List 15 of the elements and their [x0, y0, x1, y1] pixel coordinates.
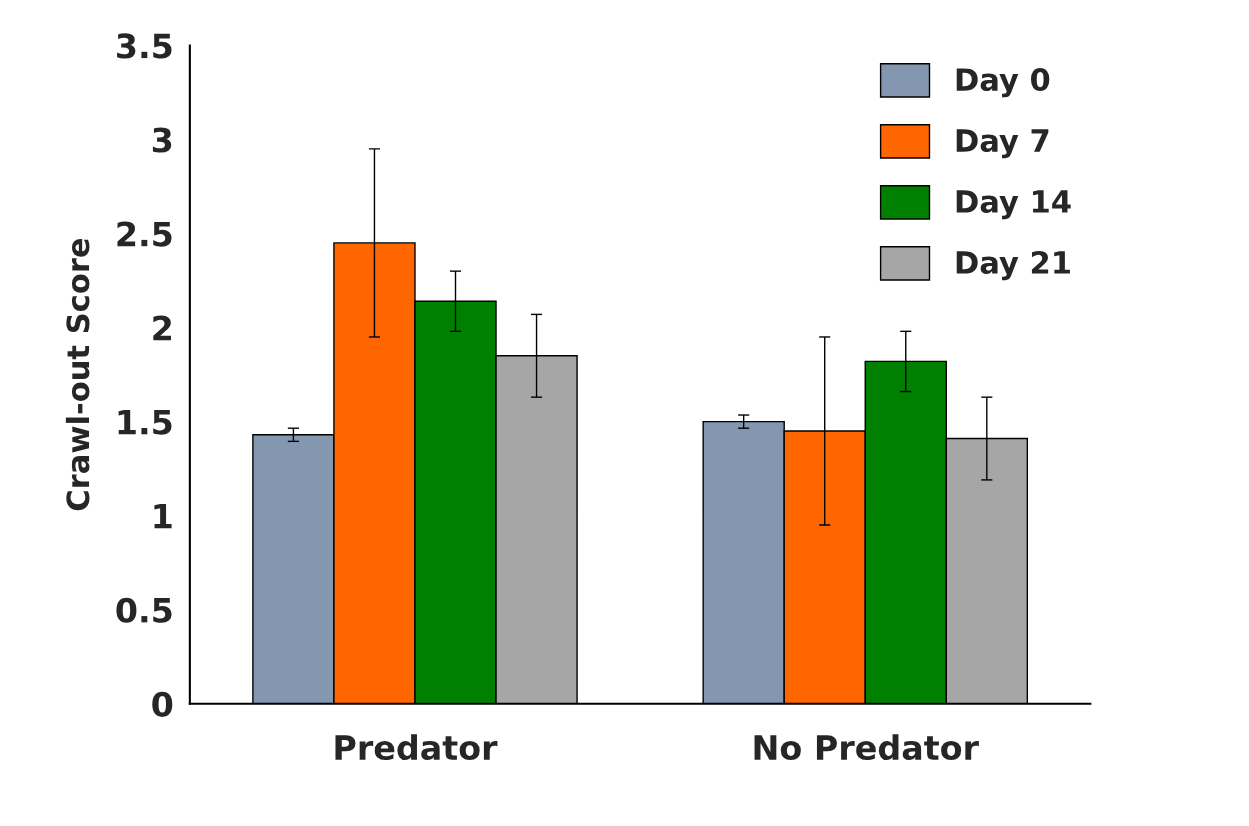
y-axis-title: Crawl-out Score: [65, 238, 90, 511]
y-tick-label: 1.5: [118, 409, 172, 435]
legend-label: Day 0: [956, 67, 1050, 98]
x-tick-label: No Predator: [754, 734, 979, 761]
y-tick-label: 1: [154, 504, 172, 529]
y-tick-label: 3.5: [117, 33, 172, 59]
legend-label: Day 14: [956, 190, 1071, 220]
y-tick-label: 0.5: [116, 597, 172, 623]
x-tick-label: Predator: [335, 734, 498, 761]
y-tick-label: 0: [152, 691, 173, 717]
y-tick-label: 2.5: [117, 221, 172, 247]
legend-label: Day 21: [956, 250, 1070, 281]
y-tick-label: 3: [152, 127, 172, 153]
y-tick-label: 2: [153, 315, 171, 341]
legend-label: Day 7: [956, 129, 1049, 159]
